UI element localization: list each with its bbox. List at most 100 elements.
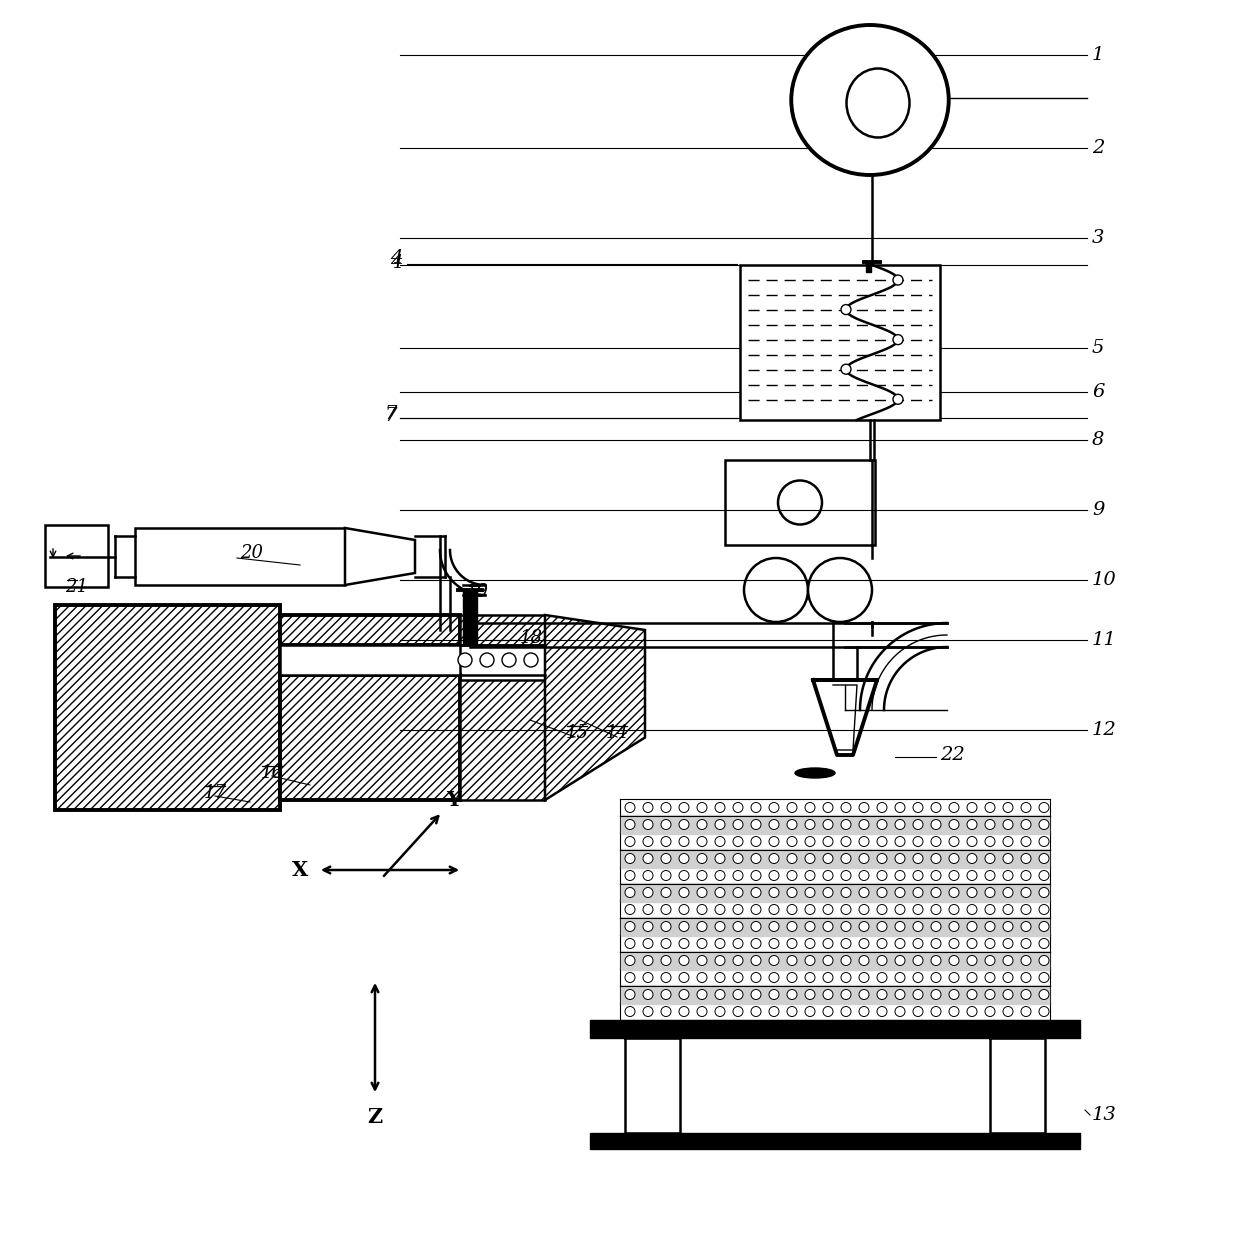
Circle shape <box>644 1006 653 1016</box>
Circle shape <box>625 922 635 932</box>
Circle shape <box>769 922 779 932</box>
Text: 22: 22 <box>940 746 965 764</box>
Text: 10: 10 <box>1092 571 1117 589</box>
Circle shape <box>751 870 761 881</box>
Circle shape <box>769 1006 779 1016</box>
Circle shape <box>1003 956 1013 965</box>
Circle shape <box>931 887 941 897</box>
Circle shape <box>985 836 994 846</box>
Circle shape <box>1021 887 1030 897</box>
Circle shape <box>1021 922 1030 932</box>
Ellipse shape <box>791 25 949 175</box>
Circle shape <box>805 854 815 864</box>
Text: 6: 6 <box>1092 383 1105 401</box>
Circle shape <box>967 803 977 813</box>
Text: Z: Z <box>367 1107 383 1127</box>
Text: 4: 4 <box>391 249 402 267</box>
Circle shape <box>859 905 869 915</box>
Circle shape <box>931 905 941 915</box>
Circle shape <box>805 870 815 881</box>
Circle shape <box>697 1006 707 1016</box>
Circle shape <box>787 989 797 999</box>
Circle shape <box>859 1006 869 1016</box>
Circle shape <box>1039 922 1049 932</box>
Circle shape <box>823 956 833 965</box>
Circle shape <box>787 819 797 829</box>
Circle shape <box>661 922 671 932</box>
Circle shape <box>787 836 797 846</box>
Circle shape <box>769 938 779 948</box>
Circle shape <box>480 653 494 666</box>
Circle shape <box>841 836 851 846</box>
Circle shape <box>913 870 923 881</box>
Text: 15: 15 <box>565 724 589 742</box>
Circle shape <box>733 870 743 881</box>
Circle shape <box>787 870 797 881</box>
Circle shape <box>895 803 905 813</box>
Circle shape <box>769 973 779 983</box>
Circle shape <box>697 854 707 864</box>
Circle shape <box>913 973 923 983</box>
Circle shape <box>859 870 869 881</box>
Circle shape <box>715 887 725 897</box>
Text: 7: 7 <box>384 407 397 424</box>
Circle shape <box>680 922 689 932</box>
Circle shape <box>644 819 653 829</box>
Circle shape <box>805 989 815 999</box>
Circle shape <box>1039 870 1049 881</box>
Circle shape <box>895 1006 905 1016</box>
Circle shape <box>733 922 743 932</box>
Text: 2: 2 <box>1092 139 1105 158</box>
Circle shape <box>877 803 887 813</box>
Bar <box>280 675 460 800</box>
Circle shape <box>697 905 707 915</box>
Circle shape <box>913 1006 923 1016</box>
Circle shape <box>913 922 923 932</box>
Circle shape <box>625 870 635 881</box>
Circle shape <box>661 938 671 948</box>
Circle shape <box>823 938 833 948</box>
Circle shape <box>625 819 635 829</box>
Circle shape <box>895 854 905 864</box>
Bar <box>460 680 546 800</box>
Circle shape <box>949 922 959 932</box>
Circle shape <box>769 803 779 813</box>
Bar <box>463 589 477 645</box>
Circle shape <box>1021 973 1030 983</box>
Circle shape <box>893 276 903 285</box>
Circle shape <box>895 887 905 897</box>
Circle shape <box>859 803 869 813</box>
Circle shape <box>949 973 959 983</box>
Circle shape <box>877 1006 887 1016</box>
Text: 9: 9 <box>1092 501 1105 519</box>
Circle shape <box>502 653 516 666</box>
Circle shape <box>985 819 994 829</box>
Bar <box>740 266 940 419</box>
Circle shape <box>1039 803 1049 813</box>
Circle shape <box>1021 870 1030 881</box>
Circle shape <box>680 870 689 881</box>
Circle shape <box>1021 819 1030 829</box>
Circle shape <box>967 819 977 829</box>
Circle shape <box>1039 1006 1049 1016</box>
Circle shape <box>644 887 653 897</box>
Circle shape <box>967 938 977 948</box>
Text: 11: 11 <box>1092 630 1117 649</box>
Circle shape <box>733 819 743 829</box>
Circle shape <box>769 836 779 846</box>
Circle shape <box>931 1006 941 1016</box>
Circle shape <box>644 989 653 999</box>
Circle shape <box>661 973 671 983</box>
Bar <box>55 606 280 810</box>
Circle shape <box>931 973 941 983</box>
Circle shape <box>967 870 977 881</box>
Circle shape <box>697 938 707 948</box>
Circle shape <box>697 989 707 999</box>
Circle shape <box>805 956 815 965</box>
Circle shape <box>823 989 833 999</box>
Text: 14: 14 <box>605 724 629 742</box>
Circle shape <box>715 1006 725 1016</box>
Circle shape <box>644 922 653 932</box>
Circle shape <box>841 1006 851 1016</box>
Circle shape <box>680 1006 689 1016</box>
